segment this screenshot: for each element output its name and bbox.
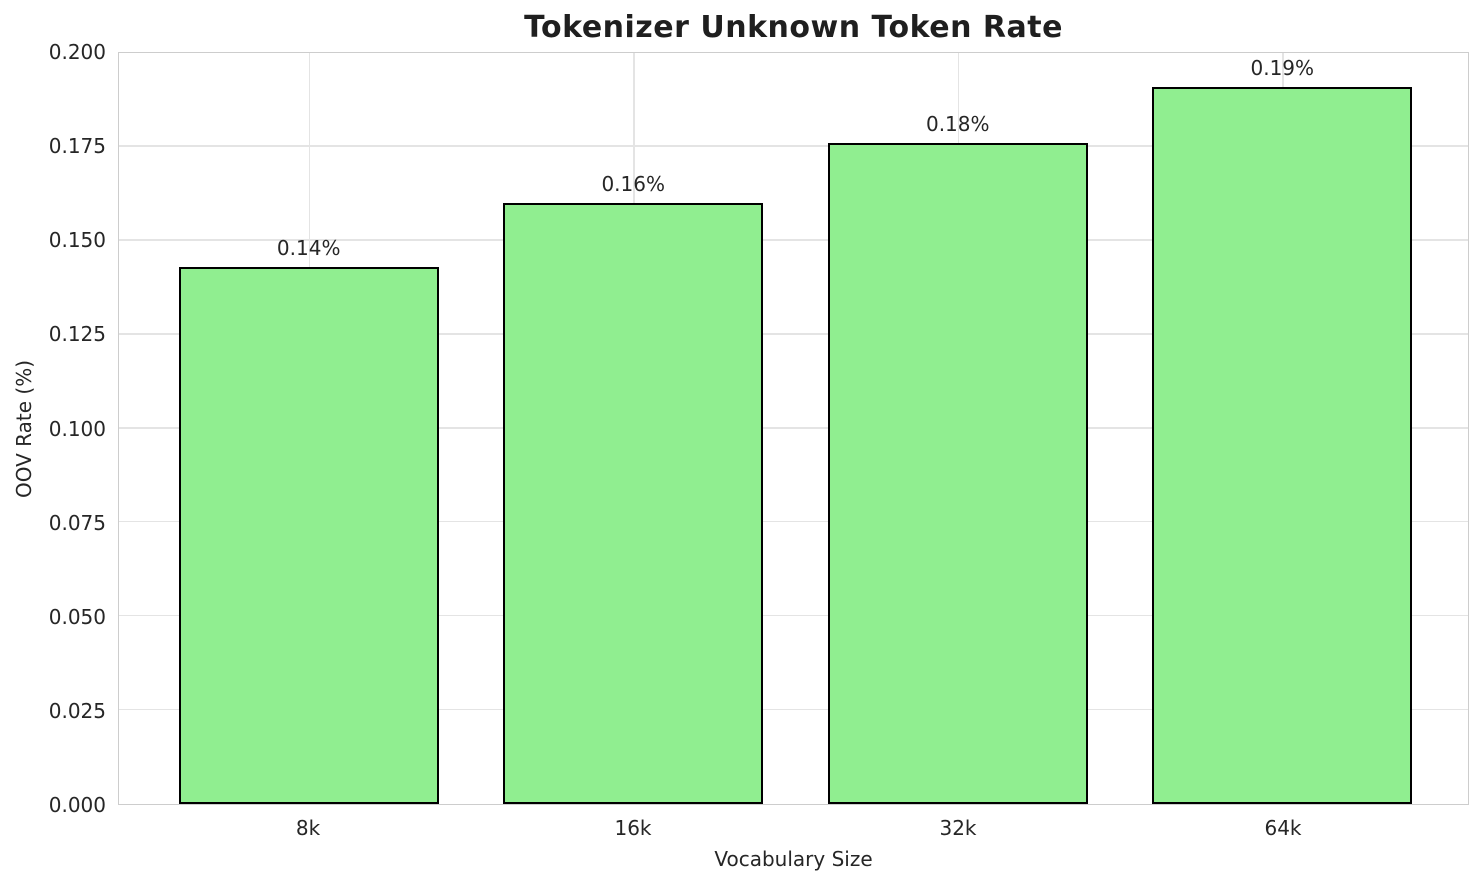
y-tick-label: 0.050 (48, 604, 106, 629)
y-tick-label: 0.150 (48, 228, 106, 253)
bar-16k (503, 203, 764, 804)
x-tick-label-64k: 64k (1264, 816, 1302, 840)
y-tick-label: 0.125 (48, 322, 106, 347)
gridline-horizontal (119, 614, 1468, 617)
x-axis-label: Vocabulary Size (714, 847, 873, 871)
bar-value-label: 0.16% (601, 172, 666, 197)
y-tick-label: 0.025 (48, 698, 106, 723)
x-tick-labels: 8k 16k 32k 64k (118, 816, 1469, 842)
bar-32k (827, 143, 1088, 804)
bar-value-label: 0.19% (1250, 55, 1315, 80)
bar-value-label: 0.14% (276, 236, 341, 261)
x-tick-label-8k: 8k (295, 816, 321, 840)
y-tick-label: 0.200 (48, 40, 106, 64)
y-tick-labels: 0.000 0.025 0.050 0.075 0.100 0.125 0.150 0.175… (0, 40, 106, 817)
y-tick-label: 0.000 (48, 793, 106, 817)
gridline-horizontal (119, 427, 1468, 429)
gridline-horizontal (119, 239, 1468, 241)
gridline-horizontal (119, 520, 1468, 523)
gridline-horizontal (119, 333, 1468, 335)
bar-64k (1152, 86, 1413, 804)
x-tick-label-16k: 16k (614, 816, 652, 840)
plot-area: 0.14% 0.16% 0.18% 0.19% (118, 52, 1469, 805)
y-tick-label: 0.175 (48, 134, 106, 159)
x-tick-label-32k: 32k (939, 816, 977, 840)
chart-title: Tokenizer Unknown Token Rate (524, 10, 1063, 45)
gridline-horizontal (119, 145, 1468, 147)
bar-value-label: 0.18% (925, 112, 990, 137)
gridline-horizontal (119, 708, 1468, 711)
y-tick-label: 0.100 (48, 416, 106, 441)
y-tick-label: 0.075 (48, 510, 106, 535)
bar-8k (178, 267, 439, 804)
